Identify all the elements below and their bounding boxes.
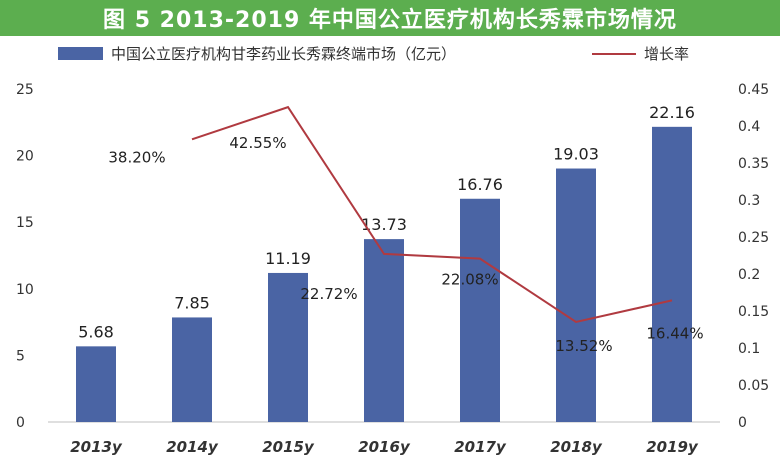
bar: [556, 168, 596, 422]
y-right-tick-label: 0.35: [738, 156, 769, 172]
y-right-tick-label: 0.05: [738, 378, 769, 394]
y-right-tick-label: 0.1: [738, 341, 760, 357]
y-left-tick-label: 0: [16, 415, 25, 431]
growth-data-label: 42.55%: [229, 134, 286, 152]
growth-data-label: 16.44%: [646, 324, 703, 342]
y-left-tick-label: 20: [16, 149, 34, 165]
y-right-tick-label: 0.4: [738, 119, 760, 135]
bar: [652, 126, 692, 422]
bar: [76, 346, 116, 422]
y-left-tick-label: 10: [16, 282, 34, 298]
y-left-tick-label: 5: [16, 348, 25, 364]
growth-data-label: 22.72%: [300, 285, 357, 303]
x-tick-label: 2015y: [262, 438, 315, 456]
bar: [460, 198, 500, 422]
y-right-tick-label: 0.15: [738, 304, 769, 320]
bar-data-label: 22.16: [649, 103, 695, 122]
x-tick-label: 2017y: [454, 438, 507, 456]
chart-canvas: 0 5 10 15 20 25 0 0.05 0.1 0.15 0.2 0.25 0.3 0.35 0.4 0…: [16, 45, 769, 456]
bar-data-label: 13.73: [361, 215, 407, 234]
growth-data-label: 22.08%: [441, 271, 498, 289]
y-right-tick-label: 0.2: [738, 267, 760, 283]
growth-rate-line: [191, 105, 673, 324]
y-right-tick-label: 0.25: [738, 230, 769, 246]
x-tick-label: 2018y: [550, 438, 603, 456]
y-left-tick-label: 25: [16, 82, 34, 98]
y-right-tick-label: 0: [738, 415, 747, 431]
y-left-tick-label: 15: [16, 215, 34, 231]
bar-data-label: 7.85: [174, 293, 210, 312]
bar-data-label: 19.03: [553, 145, 599, 164]
y-right-tick-label: 0.45: [738, 82, 769, 98]
legend-bar-label: 中国公立医疗机构甘李药业长秀霖终端市场（亿元）: [111, 45, 456, 63]
x-tick-label: 2019y: [646, 438, 699, 456]
y-right-tick-label: 0.3: [738, 193, 760, 209]
bar-data-label: 11.19: [265, 249, 311, 268]
figure-title-bar: 图 5 2013-2019 年中国公立医疗机构长秀霖市场情况: [0, 0, 780, 36]
x-tick-label: 2014y: [166, 438, 219, 456]
x-tick-label: 2013y: [70, 438, 123, 456]
legend-line-label: 增长率: [644, 45, 689, 63]
bar-data-label: 5.68: [78, 322, 114, 341]
legend-bar-swatch: [58, 47, 103, 60]
growth-data-label: 38.20%: [108, 148, 165, 166]
bar: [268, 272, 308, 422]
bar: [364, 239, 404, 422]
bar: [172, 317, 212, 422]
figure-title: 图 5 2013-2019 年中国公立医疗机构长秀霖市场情况: [103, 8, 677, 33]
bar-data-label: 16.76: [457, 175, 503, 194]
x-tick-label: 2016y: [358, 438, 411, 456]
growth-data-label: 13.52%: [555, 337, 612, 355]
